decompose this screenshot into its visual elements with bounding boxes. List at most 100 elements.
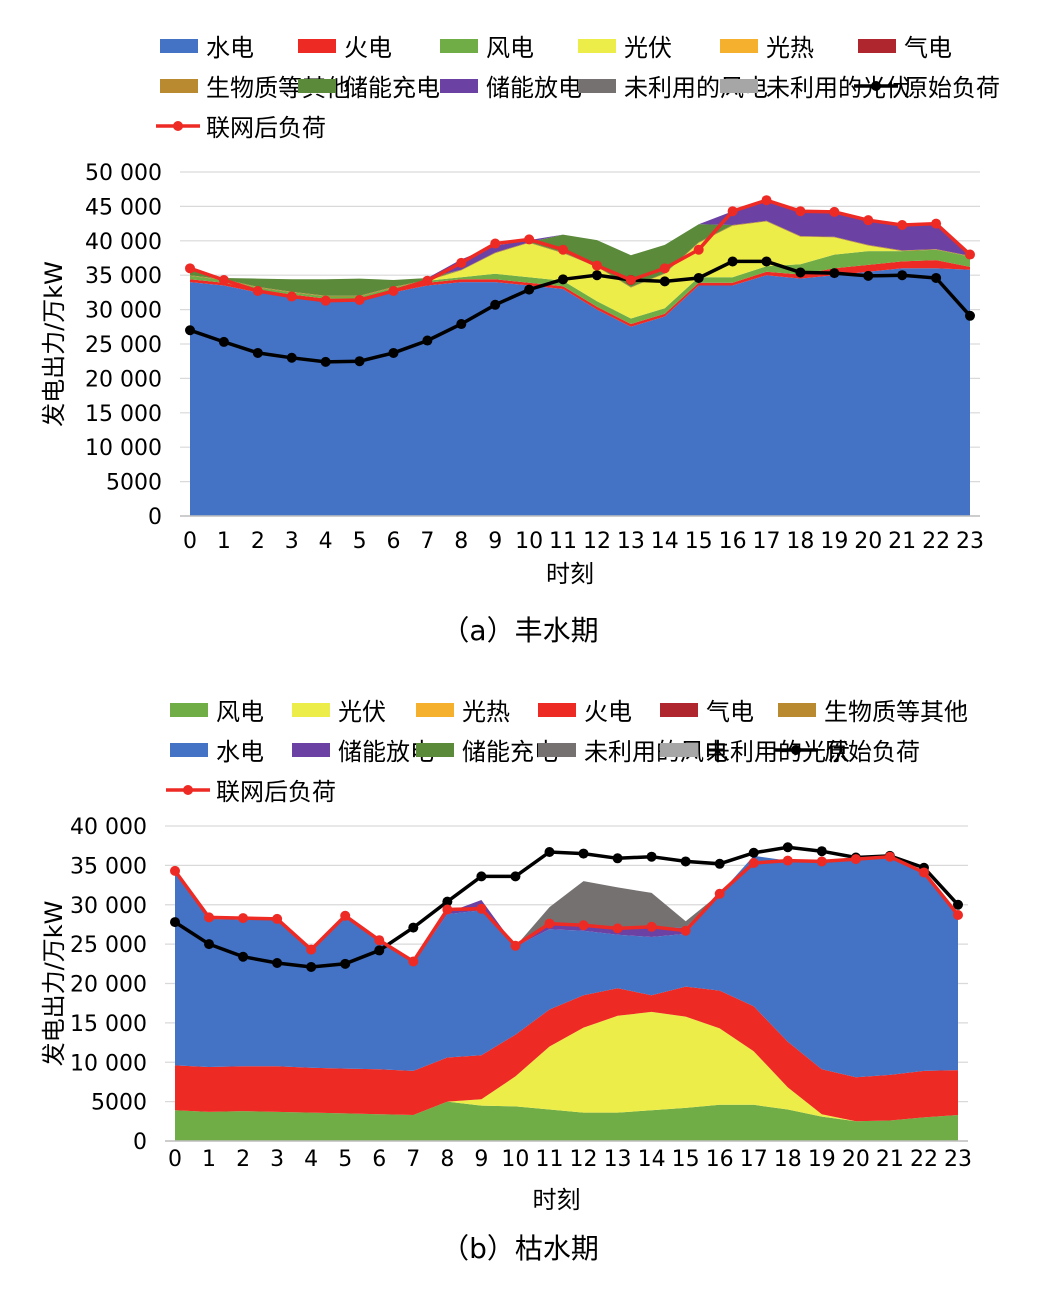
legend-swatch [578, 39, 616, 53]
point-联网后负荷 [659, 263, 670, 274]
point-联网后负荷 [238, 913, 249, 924]
point-原始负荷 [761, 256, 772, 267]
point-联网后负荷 [408, 956, 419, 967]
x-tick-label: 15 [685, 529, 713, 554]
point-联网后负荷 [693, 244, 704, 255]
area-风电 [175, 1101, 958, 1141]
point-原始负荷 [272, 958, 283, 969]
point-原始负荷 [659, 276, 670, 287]
x-axis-label: 时刻 [533, 1186, 581, 1214]
x-tick-label: 23 [944, 1147, 972, 1172]
x-tick-label: 22 [922, 529, 950, 554]
point-联网后负荷 [782, 855, 793, 866]
legend-swatch [578, 79, 616, 93]
legend-label: 原始负荷 [904, 74, 1000, 102]
point-原始负荷 [340, 958, 351, 969]
x-tick-label: 3 [285, 529, 299, 554]
point-原始负荷 [953, 899, 963, 910]
point-原始负荷 [714, 858, 725, 869]
point-联网后负荷 [816, 856, 827, 867]
y-tick-label: 10 000 [85, 436, 162, 461]
x-tick-label: 4 [304, 1147, 318, 1172]
point-联网后负荷 [714, 888, 725, 899]
area-未利用的风电 [175, 855, 958, 963]
point-联网后负荷 [829, 206, 840, 217]
x-tick-label: 18 [774, 1147, 802, 1172]
x-tick-label: 22 [910, 1147, 938, 1172]
y-tick-label: 15 000 [85, 402, 162, 427]
x-tick-label: 2 [236, 1147, 250, 1172]
point-原始负荷 [931, 272, 942, 283]
point-原始负荷 [408, 922, 419, 933]
y-tick-label: 30 000 [70, 894, 147, 919]
x-tick-label: 15 [672, 1147, 700, 1172]
legend-label: 火电 [344, 34, 392, 62]
area-储能放电 [190, 200, 970, 280]
y-tick-label: 0 [148, 505, 162, 530]
x-tick-label: 1 [202, 1147, 216, 1172]
x-tick-label: 7 [420, 529, 434, 554]
legend-label: 光热 [766, 34, 814, 62]
point-原始负荷 [238, 951, 249, 962]
point-原始负荷 [185, 325, 195, 336]
area-火电 [175, 986, 958, 1122]
point-原始负荷 [558, 274, 569, 285]
line-联网后负荷 [173, 854, 960, 964]
point-原始负荷 [544, 846, 555, 857]
point-联网后负荷 [578, 920, 589, 931]
point-联网后负荷 [625, 275, 636, 286]
point-原始负荷 [374, 945, 385, 956]
point-联网后负荷 [354, 294, 365, 305]
point-原始负荷 [829, 268, 840, 279]
x-tick-label: 21 [876, 1147, 904, 1172]
legend-marker [871, 81, 881, 91]
x-tick-label: 17 [740, 1147, 768, 1172]
x-tick-label: 6 [372, 1147, 386, 1172]
point-联网后负荷 [388, 286, 399, 297]
legend-swatch [298, 39, 336, 53]
point-联网后负荷 [374, 935, 385, 946]
y-tick-label: 20 000 [70, 973, 147, 998]
legend-label: 水电 [216, 738, 264, 766]
point-联网后负荷 [850, 854, 861, 865]
legend-swatch [720, 39, 758, 53]
legend-label: 生物质等其他 [824, 698, 968, 726]
y-tick-label: 25 000 [70, 933, 147, 958]
x-tick-label: 8 [440, 1147, 454, 1172]
point-联网后负荷 [591, 260, 602, 271]
point-联网后负荷 [544, 918, 555, 929]
x-tick-label: 3 [270, 1147, 284, 1172]
x-tick-label: 12 [583, 529, 611, 554]
x-tick-label: 0 [183, 529, 197, 554]
point-联网后负荷 [442, 904, 453, 915]
legend-label: 原始负荷 [824, 738, 920, 766]
point-原始负荷 [795, 267, 806, 278]
x-tick-label: 14 [638, 1147, 666, 1172]
point-联网后负荷 [476, 903, 487, 914]
legend-swatch [440, 79, 478, 93]
point-原始负荷 [510, 871, 521, 882]
point-联网后负荷 [931, 218, 942, 229]
x-tick-label: 7 [406, 1147, 420, 1172]
point-联网后负荷 [748, 858, 759, 869]
point-原始负荷 [578, 848, 589, 859]
x-tick-label: 11 [535, 1147, 563, 1172]
point-原始负荷 [354, 356, 365, 367]
y-axis-label: 发电出力/万kW [40, 901, 68, 1067]
point-联网后负荷 [272, 913, 283, 924]
point-原始负荷 [490, 299, 501, 310]
y-tick-label: 45 000 [85, 195, 162, 220]
legend-label: 火电 [584, 698, 632, 726]
x-tick-label: 20 [842, 1147, 870, 1172]
x-tick-label: 0 [168, 1147, 182, 1172]
legend-swatch [660, 743, 698, 757]
point-联网后负荷 [204, 912, 215, 923]
x-tick-label: 5 [353, 529, 367, 554]
line-原始负荷 [189, 259, 972, 364]
x-tick-label: 12 [570, 1147, 598, 1172]
legend-label: 未利用的光伏 [706, 738, 850, 766]
point-联网后负荷 [170, 865, 180, 876]
legend-label: 光热 [462, 698, 510, 726]
point-原始负荷 [646, 851, 657, 862]
x-tick-label: 16 [719, 529, 747, 554]
